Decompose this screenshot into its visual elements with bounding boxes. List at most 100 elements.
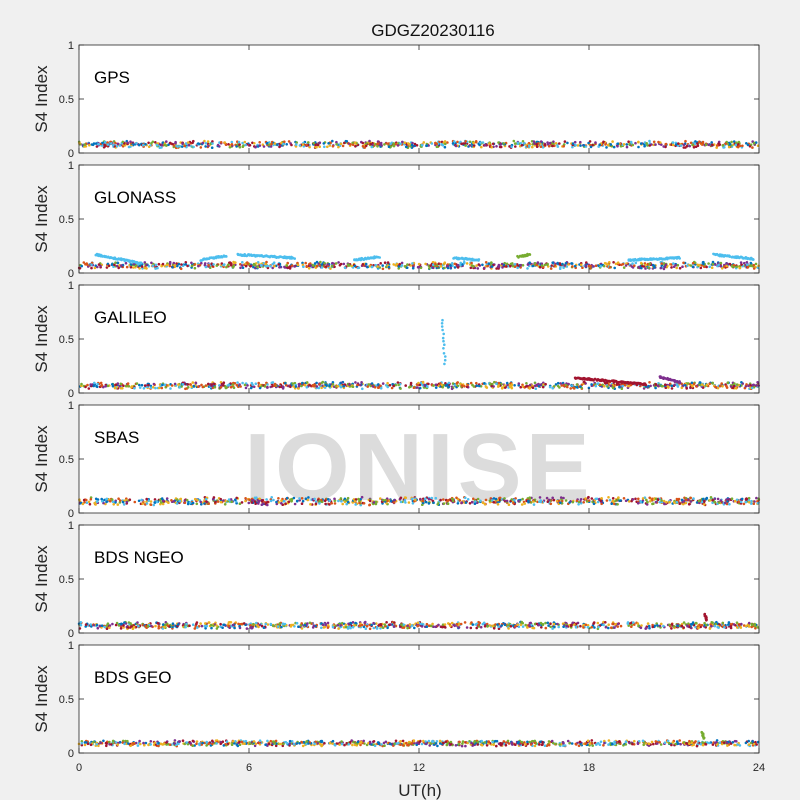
- data-point: [183, 499, 187, 502]
- data-point: [410, 497, 414, 501]
- data-point: [528, 497, 532, 500]
- data-point: [579, 385, 582, 388]
- data-point: [284, 502, 288, 506]
- data-point: [318, 145, 322, 148]
- data-point: [725, 262, 729, 266]
- data-point: [535, 145, 539, 148]
- data-point: [442, 347, 445, 350]
- data-point: [97, 142, 100, 146]
- data-point: [370, 382, 374, 385]
- data-point: [172, 261, 176, 265]
- data-point: [301, 261, 304, 265]
- data-point: [379, 384, 382, 388]
- data-point: [479, 141, 482, 144]
- data-point: [516, 266, 519, 270]
- data-point: [562, 384, 566, 387]
- data-point: [143, 266, 146, 270]
- data-point: [112, 503, 115, 506]
- data-point: [565, 265, 569, 268]
- data-point: [94, 503, 97, 506]
- data-point: [598, 383, 602, 387]
- data-point: [92, 384, 95, 388]
- data-point: [252, 622, 255, 626]
- y-tick-label: 0: [68, 268, 74, 280]
- data-point: [641, 497, 645, 500]
- data-point: [275, 500, 278, 504]
- data-point: [558, 262, 562, 265]
- data-point: [216, 143, 220, 147]
- data-point: [372, 626, 376, 630]
- data-point: [149, 386, 153, 390]
- y-tick-label: 0.5: [59, 334, 74, 346]
- data-point: [190, 261, 193, 265]
- data-point: [540, 262, 544, 266]
- data-point: [755, 496, 758, 500]
- data-point: [322, 142, 326, 145]
- data-point: [401, 140, 404, 144]
- data-point: [481, 501, 485, 505]
- data-point: [300, 627, 304, 630]
- data-point: [199, 500, 202, 504]
- data-point: [714, 263, 717, 266]
- data-point: [477, 258, 481, 261]
- data-point: [103, 144, 107, 148]
- data-point: [659, 266, 663, 270]
- data-point: [203, 139, 206, 143]
- data-point: [441, 318, 444, 322]
- data-point: [203, 262, 207, 265]
- data-point: [253, 496, 257, 500]
- data-point: [443, 145, 447, 149]
- data-point: [551, 144, 554, 148]
- data-point: [236, 381, 239, 384]
- y-axis-label: S4 Index: [32, 65, 51, 133]
- data-point: [432, 501, 435, 505]
- data-point: [196, 385, 200, 389]
- data-point: [598, 143, 601, 146]
- data-point: [576, 144, 580, 147]
- data-point: [290, 500, 293, 503]
- data-point: [349, 143, 352, 146]
- data-point: [468, 502, 472, 505]
- data-point: [251, 499, 254, 502]
- data-point: [441, 328, 444, 332]
- data-point: [165, 263, 169, 267]
- data-point: [700, 623, 704, 627]
- data-point: [443, 362, 446, 366]
- data-point: [483, 382, 486, 385]
- data-point: [444, 384, 448, 387]
- data-point: [434, 386, 438, 389]
- data-point: [463, 261, 466, 264]
- data-point: [472, 385, 476, 388]
- data-point: [546, 621, 550, 625]
- data-point: [184, 263, 188, 266]
- data-point: [611, 497, 615, 500]
- data-point: [100, 384, 103, 388]
- data-point: [554, 383, 558, 386]
- data-point: [694, 140, 697, 143]
- data-point: [397, 383, 400, 387]
- data-point: [420, 625, 424, 628]
- data-point: [439, 265, 443, 268]
- data-point: [726, 381, 730, 385]
- data-point: [470, 261, 473, 265]
- data-point: [323, 499, 327, 503]
- data-point: [269, 145, 273, 148]
- data-point: [326, 145, 329, 149]
- data-point: [175, 502, 179, 505]
- data-point: [733, 499, 737, 503]
- data-point: [463, 621, 467, 624]
- data-point: [301, 381, 304, 385]
- data-point: [528, 253, 532, 256]
- data-point: [354, 145, 357, 148]
- data-point: [495, 145, 498, 148]
- data-point: [499, 143, 503, 146]
- data-point: [468, 144, 472, 147]
- data-point: [287, 140, 291, 143]
- data-point: [745, 142, 748, 145]
- data-point: [643, 144, 646, 148]
- data-point: [453, 140, 456, 143]
- data-point: [351, 385, 355, 389]
- data-point: [705, 497, 708, 501]
- data-point: [385, 142, 388, 145]
- data-point: [168, 141, 172, 145]
